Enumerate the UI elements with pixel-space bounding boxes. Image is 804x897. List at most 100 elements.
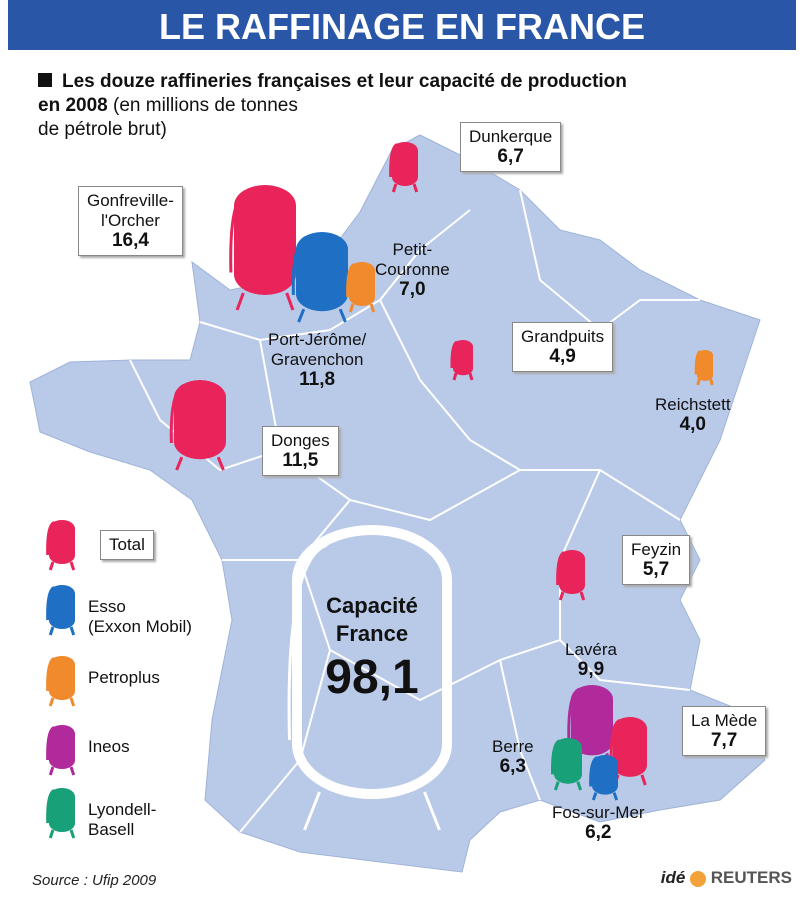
tank-leg xyxy=(348,303,355,313)
credit: idé REUTERS xyxy=(661,868,792,888)
tank-pipe xyxy=(694,350,702,375)
tank xyxy=(589,755,619,801)
credit-reuters: REUTERS xyxy=(710,868,792,887)
tank-leg xyxy=(69,766,76,776)
tank-leg xyxy=(48,561,55,571)
tank-leg xyxy=(423,791,441,831)
legend-text: Ineos xyxy=(88,737,130,756)
total-text: France xyxy=(335,621,409,646)
total-label: Capacité France 98,1 xyxy=(297,592,447,708)
tank-leg xyxy=(48,626,55,636)
tank-pipe xyxy=(551,739,561,775)
refinery-label: Port-Jérôme/Gravenchon 11,8 xyxy=(268,330,366,390)
refinery-name: Fos-sur-Mer xyxy=(552,803,645,822)
tank-body xyxy=(49,585,75,629)
refinery-capacity: 7,7 xyxy=(710,730,738,751)
tank-leg xyxy=(640,774,647,786)
refinery-capacity: 16,4 xyxy=(111,230,149,251)
tank-pipe xyxy=(450,340,458,369)
title-banner xyxy=(8,0,796,50)
tank xyxy=(450,340,474,381)
tank xyxy=(291,232,348,323)
tank-body xyxy=(697,350,713,381)
tank-pipe xyxy=(46,657,55,692)
refinery-capacity: 6,2 xyxy=(585,822,612,843)
refinery-label: Gonfreville-l'Orcher 16,4 xyxy=(78,186,183,256)
refinery-name: Grandpuits xyxy=(521,327,605,346)
tank-leg xyxy=(338,308,347,323)
tank-leg xyxy=(591,792,598,801)
legend-text: Basell xyxy=(88,820,135,839)
tank-leg xyxy=(48,766,55,776)
tank-pipe xyxy=(169,383,186,444)
tank-pipe xyxy=(46,521,55,556)
tank xyxy=(46,725,76,776)
source: Source : Ufip 2009 xyxy=(32,872,157,889)
legend-label: Lyondell- Basell xyxy=(88,800,156,840)
tank-body xyxy=(296,232,348,312)
refinery-capacity: 6,7 xyxy=(497,146,524,167)
total-value: 98,1 xyxy=(325,651,419,704)
tank-body xyxy=(234,185,296,295)
tank xyxy=(46,788,76,839)
tank-pipe xyxy=(229,189,248,273)
tank-pipe xyxy=(389,143,398,178)
legend-label: Ineos xyxy=(88,737,130,757)
tank-leg xyxy=(709,378,714,386)
total-text: Capacité xyxy=(326,593,418,618)
refinery-label: Berre 6,3 xyxy=(492,737,534,777)
tank-leg xyxy=(553,781,560,791)
tank-leg xyxy=(216,456,225,471)
subtitle-note: de pétrole brut) xyxy=(38,119,167,140)
tank-body xyxy=(559,550,585,594)
tank-pipe xyxy=(556,551,565,586)
tank-body xyxy=(49,656,75,700)
tank-body xyxy=(453,340,473,376)
subtitle-note: (en millions de tonnes xyxy=(113,95,298,116)
subtitle-line: Les douze raffineries françaises et leur… xyxy=(62,71,627,92)
subtitle-year: en 2008 xyxy=(38,95,108,116)
refinery-capacity: 4,9 xyxy=(549,346,576,367)
tank-leg xyxy=(696,378,701,386)
credit-ide: idé xyxy=(660,868,686,887)
tank-body xyxy=(49,725,75,769)
refinery-name: Couronne xyxy=(375,260,450,279)
tank-body xyxy=(49,788,75,832)
legend-text: Lyondell- xyxy=(88,800,157,819)
tank-leg xyxy=(297,308,306,323)
tank xyxy=(556,550,586,601)
refinery-capacity: 6,3 xyxy=(499,756,526,777)
refinery-capacity: 4,0 xyxy=(679,414,706,435)
tank-leg xyxy=(576,781,583,791)
tank xyxy=(46,656,76,707)
tank-pipe xyxy=(346,263,355,298)
tank-pipe xyxy=(46,789,55,824)
tank-leg xyxy=(235,292,245,311)
tank-leg xyxy=(579,591,586,601)
tank xyxy=(46,520,76,571)
tank-body xyxy=(392,142,418,186)
tank-body xyxy=(592,755,618,795)
legend-text: (Exxon Mobil) xyxy=(88,617,192,636)
refinery-capacity: 5,7 xyxy=(642,559,670,580)
tank-leg xyxy=(612,792,619,801)
tank xyxy=(389,142,419,193)
title: LE RAFFINAGE EN FRANCE xyxy=(159,6,645,47)
refinery-label: Dunkerque 6,7 xyxy=(460,122,562,172)
legend-text: Total xyxy=(109,535,145,554)
tank xyxy=(551,738,583,791)
tank-leg xyxy=(69,561,76,571)
tank-pipe xyxy=(567,687,581,742)
refinery-label: Petit- Couronne 7,0 xyxy=(375,240,450,300)
legend-label: Total xyxy=(100,530,154,560)
refinery-label: Grandpuits 4,9 xyxy=(512,322,614,372)
refinery-label: Feyzin 5,7 xyxy=(622,535,691,585)
refinery-label: Donges 11,5 xyxy=(262,426,339,476)
tank-leg xyxy=(303,791,321,831)
subtitle: Les douze raffineries françaises et leur… xyxy=(38,70,627,142)
tank-pipe xyxy=(291,235,308,296)
tank-leg xyxy=(452,372,458,381)
legend-label: Petroplus xyxy=(88,668,160,688)
tank-body xyxy=(49,520,75,564)
